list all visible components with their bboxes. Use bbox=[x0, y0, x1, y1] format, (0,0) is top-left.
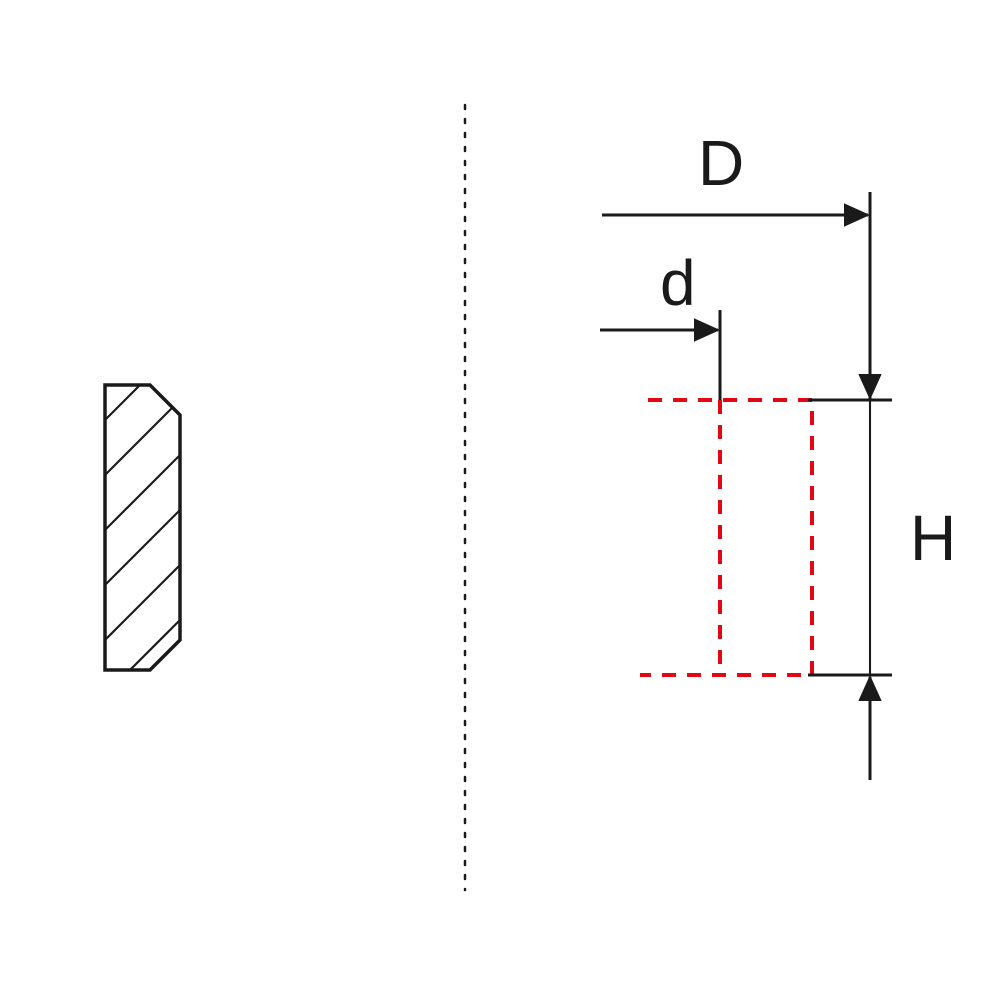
ring-section-hatch bbox=[55, 185, 230, 745]
label-D: D bbox=[698, 127, 744, 199]
dimension-d bbox=[600, 310, 720, 400]
dimension-H bbox=[808, 300, 892, 780]
label-d: d bbox=[660, 247, 696, 319]
dimension-D bbox=[602, 192, 870, 400]
groove-outline bbox=[640, 400, 812, 675]
technical-drawing: D d H bbox=[0, 0, 1000, 1000]
label-H: H bbox=[910, 502, 956, 574]
